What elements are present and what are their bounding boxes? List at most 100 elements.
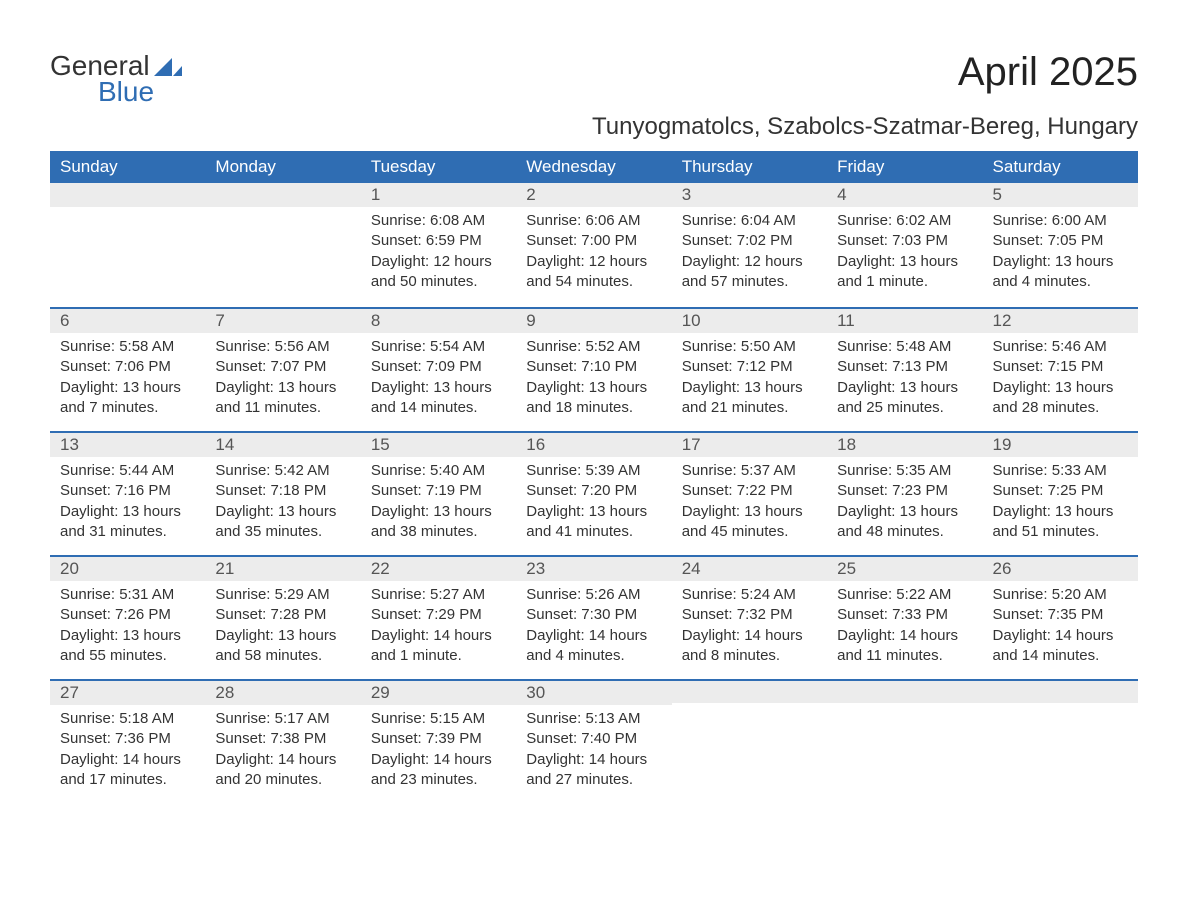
logo-mark-icon <box>154 54 182 76</box>
day-number: 3 <box>672 183 827 207</box>
sunset-line: Sunset: 7:00 PM <box>526 231 661 251</box>
day-details: Sunrise: 6:08 AMSunset: 6:59 PMDaylight:… <box>361 207 516 298</box>
daylight-line: Daylight: 13 hours and 14 minutes. <box>371 378 506 419</box>
sunset-line: Sunset: 7:26 PM <box>60 605 195 625</box>
sunset-line: Sunset: 7:38 PM <box>215 729 350 749</box>
sunrise-line: Sunrise: 5:15 AM <box>371 709 506 729</box>
location-subtitle: Tunyogmatolcs, Szabolcs-Szatmar-Bereg, H… <box>592 113 1138 141</box>
sunset-line: Sunset: 7:16 PM <box>60 481 195 501</box>
day-details: Sunrise: 5:18 AMSunset: 7:36 PMDaylight:… <box>50 705 205 796</box>
sunrise-line: Sunrise: 5:54 AM <box>371 337 506 357</box>
dayname-tuesday: Tuesday <box>361 151 516 183</box>
day-number: 23 <box>516 555 671 581</box>
calendar-day: 8Sunrise: 5:54 AMSunset: 7:09 PMDaylight… <box>361 307 516 431</box>
sunset-line: Sunset: 7:28 PM <box>215 605 350 625</box>
calendar-day: 4Sunrise: 6:02 AMSunset: 7:03 PMDaylight… <box>827 183 982 307</box>
calendar-day: 12Sunrise: 5:46 AMSunset: 7:15 PMDayligh… <box>983 307 1138 431</box>
sunrise-line: Sunrise: 5:22 AM <box>837 585 972 605</box>
calendar-day: 2Sunrise: 6:06 AMSunset: 7:00 PMDaylight… <box>516 183 671 307</box>
daylight-line: Daylight: 13 hours and 31 minutes. <box>60 502 195 543</box>
daylight-line: Daylight: 12 hours and 57 minutes. <box>682 252 817 293</box>
day-details: Sunrise: 5:26 AMSunset: 7:30 PMDaylight:… <box>516 581 671 672</box>
sunset-line: Sunset: 7:22 PM <box>682 481 817 501</box>
sunset-line: Sunset: 7:30 PM <box>526 605 661 625</box>
day-number: 24 <box>672 555 827 581</box>
sunrise-line: Sunrise: 5:52 AM <box>526 337 661 357</box>
calendar-day: 3Sunrise: 6:04 AMSunset: 7:02 PMDaylight… <box>672 183 827 307</box>
calendar-day: 10Sunrise: 5:50 AMSunset: 7:12 PMDayligh… <box>672 307 827 431</box>
sunset-line: Sunset: 7:32 PM <box>682 605 817 625</box>
day-details: Sunrise: 5:39 AMSunset: 7:20 PMDaylight:… <box>516 457 671 548</box>
calendar-day: 6Sunrise: 5:58 AMSunset: 7:06 PMDaylight… <box>50 307 205 431</box>
day-details: Sunrise: 5:54 AMSunset: 7:09 PMDaylight:… <box>361 333 516 424</box>
day-details: Sunrise: 5:42 AMSunset: 7:18 PMDaylight:… <box>205 457 360 548</box>
calendar-day-empty <box>50 183 205 307</box>
calendar-day: 14Sunrise: 5:42 AMSunset: 7:18 PMDayligh… <box>205 431 360 555</box>
sunrise-line: Sunrise: 5:48 AM <box>837 337 972 357</box>
day-number: 28 <box>205 679 360 705</box>
logo: General Blue <box>50 50 182 108</box>
sunrise-line: Sunrise: 5:44 AM <box>60 461 195 481</box>
daylight-line: Daylight: 14 hours and 20 minutes. <box>215 750 350 791</box>
day-number <box>827 679 982 703</box>
day-number: 2 <box>516 183 671 207</box>
calendar-day: 21Sunrise: 5:29 AMSunset: 7:28 PMDayligh… <box>205 555 360 679</box>
dayname-wednesday: Wednesday <box>516 151 671 183</box>
day-details: Sunrise: 6:04 AMSunset: 7:02 PMDaylight:… <box>672 207 827 298</box>
daylight-line: Daylight: 12 hours and 50 minutes. <box>371 252 506 293</box>
day-details: Sunrise: 5:24 AMSunset: 7:32 PMDaylight:… <box>672 581 827 672</box>
sunset-line: Sunset: 7:36 PM <box>60 729 195 749</box>
sunrise-line: Sunrise: 5:37 AM <box>682 461 817 481</box>
daylight-line: Daylight: 14 hours and 14 minutes. <box>993 626 1128 667</box>
sunset-line: Sunset: 7:35 PM <box>993 605 1128 625</box>
day-number: 12 <box>983 307 1138 333</box>
day-number: 17 <box>672 431 827 457</box>
day-details: Sunrise: 5:31 AMSunset: 7:26 PMDaylight:… <box>50 581 205 672</box>
sunset-line: Sunset: 6:59 PM <box>371 231 506 251</box>
sunset-line: Sunset: 7:18 PM <box>215 481 350 501</box>
day-number <box>50 183 205 207</box>
day-number: 21 <box>205 555 360 581</box>
day-number: 29 <box>361 679 516 705</box>
day-number: 27 <box>50 679 205 705</box>
sunset-line: Sunset: 7:13 PM <box>837 357 972 377</box>
calendar-day: 16Sunrise: 5:39 AMSunset: 7:20 PMDayligh… <box>516 431 671 555</box>
day-number: 11 <box>827 307 982 333</box>
day-details: Sunrise: 6:00 AMSunset: 7:05 PMDaylight:… <box>983 207 1138 298</box>
dayname-friday: Friday <box>827 151 982 183</box>
sunrise-line: Sunrise: 5:26 AM <box>526 585 661 605</box>
day-number: 13 <box>50 431 205 457</box>
daylight-line: Daylight: 12 hours and 54 minutes. <box>526 252 661 293</box>
sunset-line: Sunset: 7:15 PM <box>993 357 1128 377</box>
calendar-day: 17Sunrise: 5:37 AMSunset: 7:22 PMDayligh… <box>672 431 827 555</box>
sunrise-line: Sunrise: 5:35 AM <box>837 461 972 481</box>
sunrise-line: Sunrise: 5:33 AM <box>993 461 1128 481</box>
daylight-line: Daylight: 13 hours and 55 minutes. <box>60 626 195 667</box>
sunrise-line: Sunrise: 5:39 AM <box>526 461 661 481</box>
calendar-day: 19Sunrise: 5:33 AMSunset: 7:25 PMDayligh… <box>983 431 1138 555</box>
calendar-day-empty <box>827 679 982 803</box>
calendar-day: 28 Sunrise: 5:17 AMSunset: 7:38 PMDayligh… <box>205 679 360 803</box>
calendar-week: 6Sunrise: 5:58 AMSunset: 7:06 PMDaylight… <box>50 307 1138 431</box>
calendar-day: 30Sunrise: 5:13 AMSunset: 7:40 PMDayligh… <box>516 679 671 803</box>
sunrise-line: Sunrise: 5:24 AM <box>682 585 817 605</box>
daylight-line: Daylight: 13 hours and 21 minutes. <box>682 378 817 419</box>
sunset-line: Sunset: 7:25 PM <box>993 481 1128 501</box>
day-details: Sunrise: 5:46 AMSunset: 7:15 PMDaylight:… <box>983 333 1138 424</box>
sunrise-line: Sunrise: 5:27 AM <box>371 585 506 605</box>
day-number <box>205 183 360 207</box>
day-number: 18 <box>827 431 982 457</box>
calendar-day: 20Sunrise: 5:31 AMSunset: 7:26 PMDayligh… <box>50 555 205 679</box>
sunrise-line: Sunrise: 5:29 AM <box>215 585 350 605</box>
daylight-line: Daylight: 14 hours and 4 minutes. <box>526 626 661 667</box>
sunrise-line: Sunrise: 5:17 AM <box>215 709 350 729</box>
daylight-line: Daylight: 13 hours and 35 minutes. <box>215 502 350 543</box>
calendar-day: 29Sunrise: 5:15 AMSunset: 7:39 PMDayligh… <box>361 679 516 803</box>
daylight-line: Daylight: 13 hours and 41 minutes. <box>526 502 661 543</box>
calendar-day: 1Sunrise: 6:08 AMSunset: 6:59 PMDaylight… <box>361 183 516 307</box>
dayname-sunday: Sunday <box>50 151 205 183</box>
calendar-day: 27Sunrise: 5:18 AMSunset: 7:36 PMDayligh… <box>50 679 205 803</box>
sunset-line: Sunset: 7:06 PM <box>60 357 195 377</box>
day-details: Sunrise: 5:13 AMSunset: 7:40 PMDaylight:… <box>516 705 671 796</box>
day-details: Sunrise: 5:50 AMSunset: 7:12 PMDaylight:… <box>672 333 827 424</box>
